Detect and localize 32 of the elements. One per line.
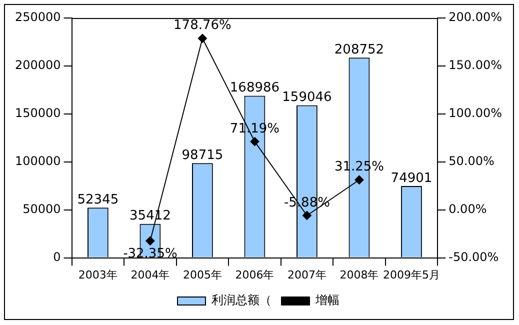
data-label: 52345 [77,192,119,208]
x-tick-label: 2008年 [340,268,379,282]
legend-label: 增幅 [314,293,340,308]
y2-tick-label: 150.00% [448,58,502,72]
data-label: 208752 [334,42,384,58]
y2-tick-label: 100.00% [448,106,502,120]
data-label: 168986 [230,80,280,96]
y2-tick-label: -50.00% [448,250,499,264]
x-tick-label: 2003年 [78,268,118,282]
x-tick-label: 2004年 [130,268,170,282]
y-tick-label: 150000 [14,106,61,120]
legend-label: 利润总额（ [212,293,272,308]
point [250,137,260,146]
y-tick-label: 0 [53,250,61,264]
x-tick-label: 2009年5月 [382,268,440,282]
data-label: 159046 [282,90,332,106]
x-tick-label: 2007年 [287,268,326,282]
x-tick-label: 2005年 [182,268,222,282]
point [354,175,364,184]
y-tick-label: 200000 [14,58,61,72]
y2-tick-label: 0.00% [448,202,487,216]
y2-tick-label: 200.00% [448,10,502,24]
point [198,34,207,43]
y-tick-label: 250000 [14,10,61,24]
x-tick-label: 2006年 [235,268,274,282]
data-label: 74901 [390,170,432,186]
data-label: 98715 [182,148,224,163]
y2-tick-label: 50.00% [448,154,494,168]
point [302,210,312,220]
data-label: 178.76% [174,18,232,34]
y-tick-label: 100000 [14,154,61,168]
y-tick-label: 50000 [22,202,61,216]
